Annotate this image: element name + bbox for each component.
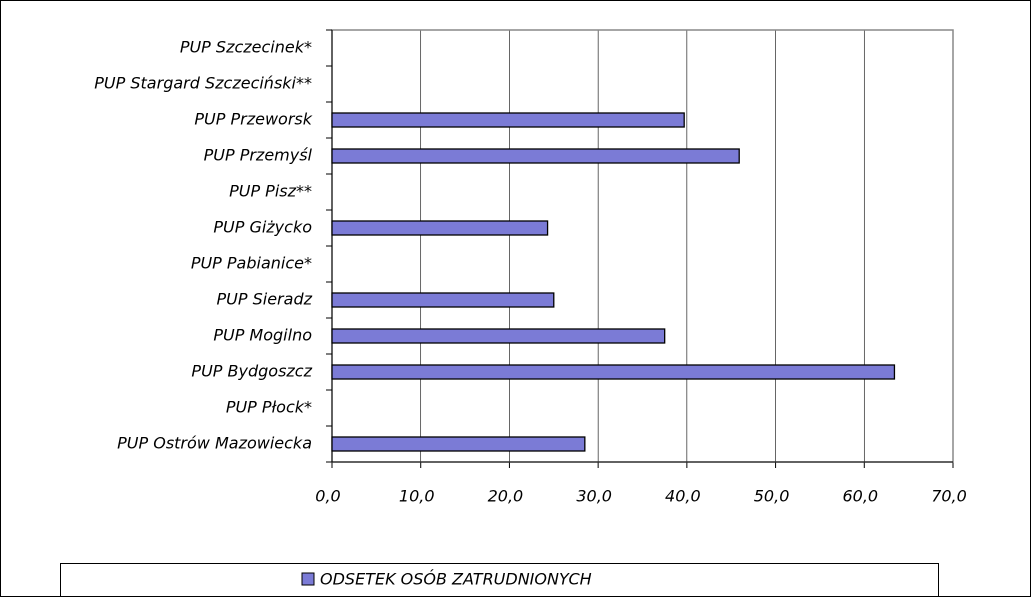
y-tick-label: PUP Sieradz (217, 290, 313, 309)
bar (331, 292, 555, 308)
bar (331, 220, 549, 236)
bar (331, 148, 740, 164)
x-tick-label: 60,0 (842, 487, 878, 506)
y-tick-label: PUP Pisz** (229, 182, 312, 201)
bar (331, 436, 586, 452)
legend-label: ODSETEK OSÓB ZATRUDNIONYCH (320, 570, 592, 589)
y-tick-label: PUP Przemyśl (204, 146, 313, 165)
x-tick-label: 50,0 (754, 487, 790, 506)
y-tick-label: PUP Pabianice* (191, 254, 312, 273)
x-tick-label: 70,0 (931, 487, 967, 506)
bar (331, 364, 896, 380)
y-tick-label: PUP Mogilno (213, 326, 312, 345)
y-tick-label: PUP Ostrów Mazowiecka (117, 434, 312, 453)
x-tick-label: 20,0 (488, 487, 524, 506)
y-tick-label: PUP Giżycko (213, 218, 312, 237)
y-tick-label: PUP Płock* (226, 398, 312, 417)
legend-swatch (301, 572, 315, 586)
x-tick-label: 10,0 (399, 487, 435, 506)
y-tick-label: PUP Szczecinek* (180, 38, 312, 57)
x-tick-label: 40,0 (665, 487, 701, 506)
x-tick-label: 30,0 (576, 487, 612, 506)
y-tick-label: PUP Przeworsk (194, 110, 312, 129)
bar (331, 328, 666, 344)
legend-box (60, 563, 939, 597)
bar (331, 112, 685, 128)
x-tick-label: 0,0 (315, 487, 340, 506)
y-tick-label: PUP Bydgoszcz (191, 362, 312, 381)
y-tick-label: PUP Stargard Szczeciński** (94, 74, 312, 93)
